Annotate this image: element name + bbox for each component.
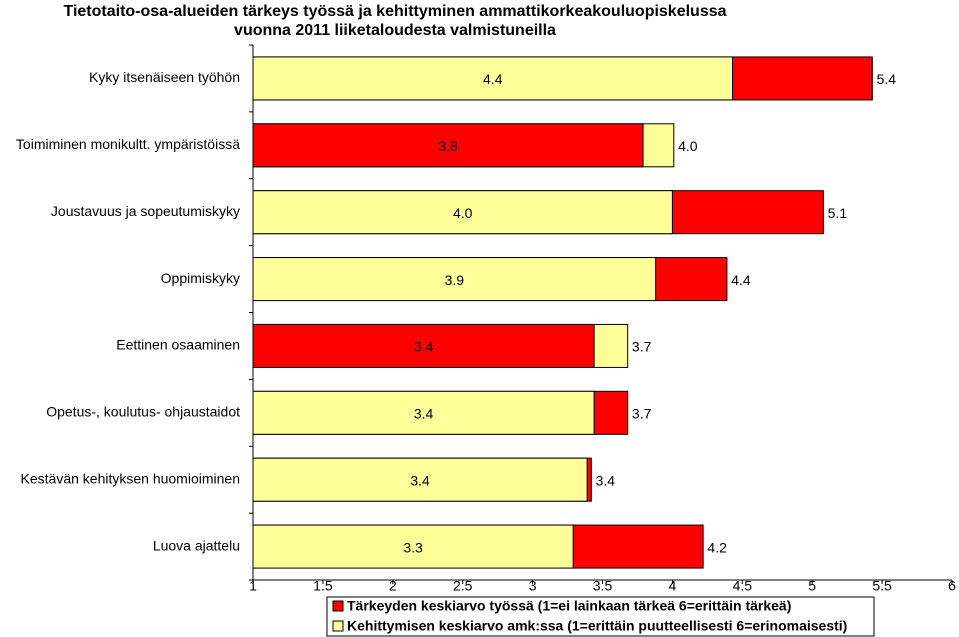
bar	[252, 123, 644, 168]
x-tick-label: 4	[669, 578, 677, 594]
category-label: Luova ajattelu	[153, 537, 240, 553]
category-label: Eettinen osaaminen	[116, 337, 240, 353]
category-label: Kyky itsenäiseen työhön	[89, 69, 240, 85]
category-label: Kestävän kehityksen huomioiminen	[21, 470, 240, 486]
category-label: Opetus-, koulutus- ohjaustaidot	[46, 404, 240, 420]
legend-box	[326, 596, 875, 637]
value-label: 3.4	[596, 472, 616, 488]
category-label: Toimiminen monikultt. ympäristöissä	[16, 136, 240, 152]
value-label: 5.1	[828, 205, 848, 221]
value-label: 3.4	[410, 472, 430, 488]
bar	[252, 390, 595, 435]
x-tick-label: 6	[948, 578, 956, 594]
legend-label: Tärkeyden keskiarvo työssä (1=ei lainkaa…	[347, 598, 791, 614]
value-label: 3.8	[438, 138, 458, 154]
bar	[252, 323, 595, 368]
x-tick-label: 2.5	[453, 578, 473, 594]
value-label: 3.7	[632, 339, 652, 355]
x-tick-label: 1.5	[313, 578, 333, 594]
category-label: Oppimiskyky	[161, 270, 240, 286]
legend-swatch	[332, 620, 344, 632]
value-label: 5.4	[877, 71, 897, 87]
category-label: Joustavuus ja sopeutumiskyky	[51, 203, 240, 219]
chart-title: Tietotaito-osa-alueiden tärkeys työssä j…	[63, 3, 726, 20]
value-label: 4.4	[483, 71, 503, 87]
bar	[252, 56, 734, 101]
legend-swatch	[332, 600, 344, 612]
value-label: 4.2	[707, 539, 727, 555]
value-label: 3.9	[445, 272, 465, 288]
value-label: 4.0	[453, 205, 473, 221]
legend-label: Kehittymisen keskiarvo amk:ssa (1=erittä…	[347, 618, 847, 634]
chart-title: vuonna 2011 liiketaloudesta valmistuneil…	[234, 22, 556, 39]
value-label: 4.0	[678, 138, 698, 154]
x-tick-label: 1	[249, 578, 257, 594]
value-label: 3.7	[632, 406, 652, 422]
bar	[252, 457, 588, 502]
value-label: 3.3	[403, 539, 423, 555]
value-label: 3.4	[414, 339, 434, 355]
bar	[252, 190, 673, 235]
x-tick-label: 4.5	[733, 578, 753, 594]
value-label: 3.4	[414, 406, 434, 422]
x-tick-label: 2	[389, 578, 397, 594]
x-tick-label: 5.5	[872, 578, 892, 594]
x-tick-label: 3	[529, 578, 537, 594]
x-tick-label: 3.5	[593, 578, 613, 594]
x-tick-label: 5	[808, 578, 816, 594]
value-label: 4.4	[731, 272, 751, 288]
